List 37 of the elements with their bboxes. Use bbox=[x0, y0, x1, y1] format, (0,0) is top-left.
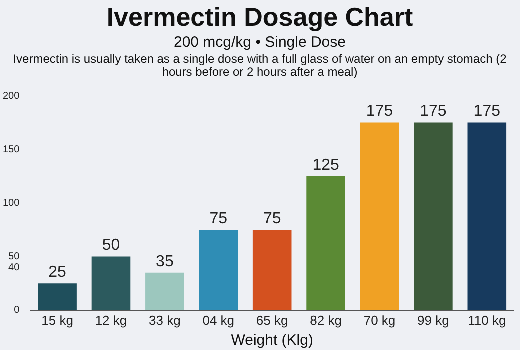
x-tick-label: 15 kg bbox=[42, 312, 74, 328]
y-tick-label: 0 bbox=[14, 305, 20, 316]
bar bbox=[360, 122, 400, 310]
data-label: 75 bbox=[210, 210, 228, 228]
x-tick-label: 70 kg bbox=[364, 312, 396, 328]
data-label: 35 bbox=[156, 253, 174, 270]
x-tick-label: 12 kg bbox=[95, 312, 128, 328]
bar bbox=[38, 284, 77, 310]
data-label: 75 bbox=[263, 210, 282, 228]
x-axis-title: Weight (Klg) bbox=[231, 332, 314, 350]
x-tick-label: 99 kg bbox=[418, 312, 450, 328]
x-tick-label: 33 kg bbox=[149, 312, 181, 328]
bar bbox=[252, 230, 292, 310]
data-label: 125 bbox=[312, 156, 340, 174]
bar bbox=[92, 256, 131, 310]
y-tick-label: 40 bbox=[8, 262, 20, 274]
y-tick-label: 100 bbox=[2, 198, 20, 209]
x-tick-label: 82 kg bbox=[310, 312, 342, 328]
data-label: 25 bbox=[48, 264, 67, 282]
bar bbox=[414, 122, 453, 310]
data-label: 175 bbox=[366, 103, 394, 120]
data-label: 50 bbox=[102, 237, 120, 254]
bar bbox=[146, 272, 184, 310]
x-tick-label: 110 kg bbox=[468, 312, 506, 328]
x-tick-label: 04 kg bbox=[202, 312, 235, 328]
bar bbox=[199, 230, 238, 310]
chart-subtitle: 200 mcg/kg • Single Dose bbox=[172, 34, 347, 51]
data-label: 175 bbox=[420, 103, 447, 120]
x-tick-label: 65 kg bbox=[256, 312, 288, 328]
bar bbox=[306, 176, 346, 310]
y-tick-label: 50 bbox=[8, 252, 20, 263]
y-tick-label: 200 bbox=[2, 90, 20, 102]
chart-title: Ivermectin Dosage Chart bbox=[106, 2, 414, 33]
y-tick-label: 150 bbox=[2, 144, 20, 156]
text: Ivermectin is usually taken as a single dose with a full glass of water on an empty stomach (2 hours before or 2 hours after a meal) bbox=[12, 52, 508, 79]
bar bbox=[468, 122, 507, 310]
data-label: 175 bbox=[474, 103, 501, 120]
